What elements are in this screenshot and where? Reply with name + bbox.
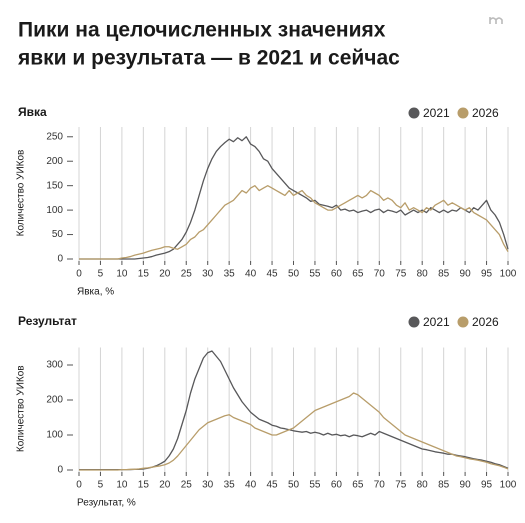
x-tick-label: 55 (309, 269, 321, 280)
x-tick-label: 25 (181, 480, 193, 491)
x-tick-label: 75 (395, 269, 407, 280)
y-tick-label: 0 (57, 465, 63, 476)
x-tick-label: 50 (288, 269, 300, 280)
x-tick-label: 60 (331, 480, 343, 491)
legend-marker (457, 107, 469, 119)
y-tick-label: 100 (46, 430, 63, 441)
x-tick-label: 70 (374, 269, 386, 280)
x-tick-label: 40 (245, 480, 257, 491)
x-tick-label: 5 (98, 480, 104, 491)
x-tick-label: 25 (181, 269, 193, 280)
title-line: Пики на целочисленных значениях (18, 19, 386, 42)
x-tick-label: 15 (138, 480, 150, 491)
y-tick-label: 50 (52, 229, 64, 240)
legend-marker (408, 107, 420, 119)
y-axis-label: Количество УИКов (16, 150, 27, 237)
legend-marker (408, 316, 420, 328)
y-tick-label: 200 (46, 156, 63, 167)
x-tick-label: 80 (417, 480, 429, 491)
title-line: явки и результата — в 2021 и сейчас (17, 47, 400, 70)
x-tick-label: 55 (309, 480, 321, 491)
legend-label: 2026 (472, 106, 499, 120)
x-tick-label: 75 (395, 480, 407, 491)
y-tick-label: 150 (46, 180, 63, 191)
section-title: Результат (18, 314, 77, 328)
x-tick-label: 90 (460, 269, 472, 280)
x-tick-label: 85 (438, 269, 450, 280)
y-axis-label: Количество УИКов (16, 365, 27, 452)
data-line (79, 392, 509, 471)
x-axis-label: Явка, % (77, 287, 114, 298)
legend-label: 2021 (423, 315, 450, 329)
data-line (79, 185, 509, 260)
logo-mark (489, 17, 503, 24)
x-tick-label: 80 (417, 269, 429, 280)
legend-label: 2021 (423, 106, 450, 120)
x-tick-label: 85 (438, 480, 450, 491)
section-title: Явка (18, 105, 47, 119)
x-tick-label: 95 (481, 269, 493, 280)
x-tick-label: 0 (76, 480, 82, 491)
x-tick-label: 90 (460, 480, 472, 491)
x-tick-label: 60 (331, 269, 343, 280)
logo (489, 17, 503, 24)
x-tick-label: 10 (116, 480, 128, 491)
x-tick-label: 40 (245, 269, 257, 280)
x-tick-label: 45 (266, 480, 278, 491)
x-tick-label: 100 (500, 480, 517, 491)
x-tick-label: 65 (352, 269, 364, 280)
x-tick-label: 45 (266, 269, 278, 280)
y-tick-label: 250 (46, 131, 63, 142)
x-tick-label: 95 (481, 480, 493, 491)
y-tick-label: 200 (46, 395, 63, 406)
x-tick-label: 30 (202, 269, 214, 280)
x-tick-label: 30 (202, 480, 214, 491)
y-tick-label: 0 (57, 254, 63, 265)
x-tick-label: 35 (224, 480, 236, 491)
x-tick-label: 0 (76, 269, 82, 280)
x-tick-label: 50 (288, 480, 300, 491)
y-tick-label: 100 (46, 205, 63, 216)
x-tick-label: 100 (500, 269, 517, 280)
x-tick-label: 65 (352, 480, 364, 491)
x-axis-label: Результат, % (77, 498, 136, 509)
x-tick-label: 20 (159, 269, 171, 280)
x-tick-label: 10 (116, 269, 128, 280)
x-tick-label: 15 (138, 269, 150, 280)
x-tick-label: 70 (374, 480, 386, 491)
x-tick-label: 20 (159, 480, 171, 491)
x-tick-label: 5 (98, 269, 104, 280)
legend-label: 2026 (472, 315, 499, 329)
legend-marker (457, 316, 469, 328)
y-tick-label: 300 (46, 360, 63, 371)
data-line (79, 136, 509, 260)
x-tick-label: 35 (224, 269, 236, 280)
